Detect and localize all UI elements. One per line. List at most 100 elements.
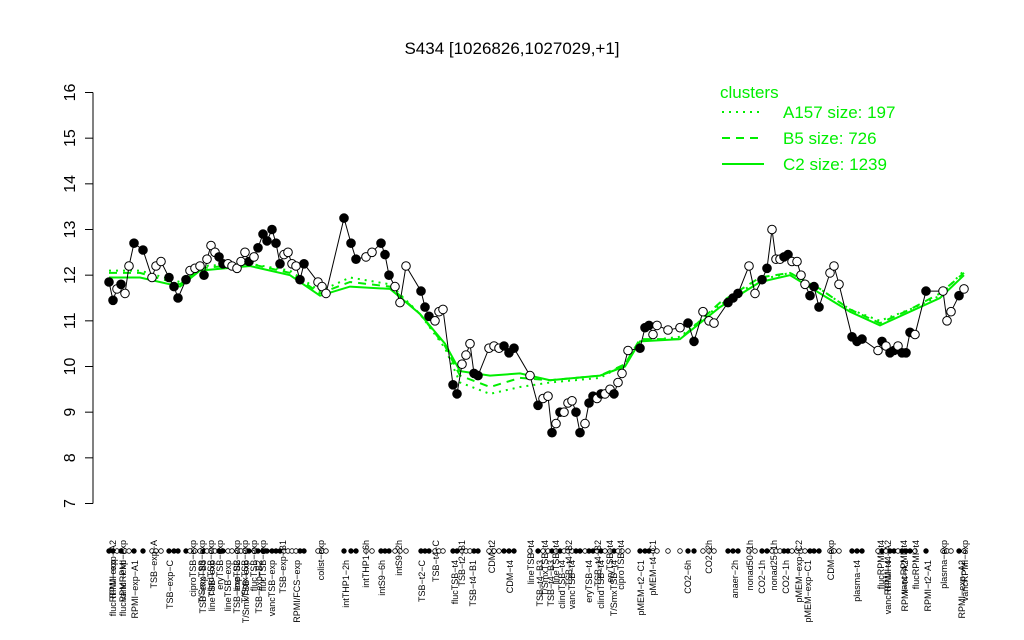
data-point bbox=[367, 247, 377, 258]
sample-label-bottom: TSB−exp−B2 bbox=[232, 560, 242, 614]
sample-label-top: CO2−2h bbox=[704, 540, 714, 574]
sample-label-top: lineTSB−exp bbox=[232, 540, 242, 591]
sample-label-top: TSB−t4−C bbox=[431, 540, 441, 583]
data-point bbox=[857, 334, 867, 344]
legend: clusters A157 size: 197 B5 size: 726 C2 si… bbox=[720, 83, 895, 174]
data-point bbox=[380, 249, 390, 260]
sample-label-top: RPMI−exp−A2 bbox=[108, 540, 118, 599]
rug-dot bbox=[625, 548, 631, 554]
sample-label-bottom: vancTSB−exp bbox=[267, 560, 277, 616]
data-point bbox=[959, 284, 969, 294]
legend-label: C2 size: 1239 bbox=[783, 155, 887, 174]
data-point bbox=[744, 261, 754, 271]
y-axis: 7 8 9 10 11 12 13 14 15 16 bbox=[62, 84, 94, 508]
data-point bbox=[809, 281, 819, 292]
data-point bbox=[351, 254, 361, 265]
data-point bbox=[438, 304, 448, 315]
rug-dot bbox=[397, 548, 403, 554]
rug-dot bbox=[166, 548, 172, 554]
cluster-line-solid bbox=[109, 264, 965, 382]
sample-label-bottom: TSB−t2−C bbox=[417, 560, 427, 603]
sample-label-bottom: clindTSB−t4 bbox=[596, 560, 606, 609]
sample-label-top: flucRPMI−t4 bbox=[876, 540, 886, 589]
rug-dot bbox=[831, 548, 837, 554]
rug-dot bbox=[849, 548, 855, 554]
sample-label-top: intS9−2h bbox=[394, 540, 404, 576]
rug-dot bbox=[501, 548, 507, 554]
data-point bbox=[249, 252, 259, 262]
data-point bbox=[873, 345, 883, 356]
data-point bbox=[253, 243, 263, 253]
data-point bbox=[954, 290, 964, 301]
sample-label-top: pMEM−t4−C1 bbox=[648, 540, 658, 596]
data-point bbox=[834, 279, 844, 290]
sample-label-top: vancRPMI−exp bbox=[118, 540, 128, 601]
sample-label-top: CDM−t2 bbox=[487, 540, 497, 573]
rug-dot bbox=[685, 548, 691, 554]
data-point bbox=[921, 286, 931, 296]
data-point bbox=[384, 270, 394, 281]
data-point bbox=[648, 329, 658, 340]
y-tick-label: 11 bbox=[62, 312, 79, 329]
rug-dot bbox=[665, 548, 671, 554]
y-tick-label: 10 bbox=[62, 358, 79, 376]
data-point bbox=[575, 427, 585, 438]
sample-label-bottom: CO2−1h bbox=[757, 560, 767, 594]
data-point bbox=[299, 259, 309, 269]
sample-label-top: ciproTSB−t4 bbox=[616, 540, 626, 590]
data-point bbox=[124, 261, 134, 271]
rug-dot bbox=[506, 548, 512, 554]
data-point bbox=[275, 259, 285, 269]
data-point bbox=[644, 320, 654, 331]
data-point bbox=[376, 238, 386, 248]
data-point bbox=[173, 293, 183, 303]
data-point bbox=[800, 279, 810, 290]
data-point bbox=[129, 238, 139, 248]
sample-label-bottom: flucRPMI−exp bbox=[108, 560, 118, 616]
sample-label-top: intTHP1−6h bbox=[361, 540, 371, 588]
sample-label-bottom: intS9−6h bbox=[377, 560, 387, 596]
data-point bbox=[767, 224, 777, 235]
data-point bbox=[617, 368, 627, 379]
sample-label-bottom: flucTSB−t4 bbox=[450, 560, 460, 604]
sample-label-bottom: clindTSB−t4 bbox=[557, 560, 567, 609]
rug-dot bbox=[923, 548, 929, 554]
sample-label-bottom: T/SmxTSB−t4 bbox=[609, 560, 619, 616]
data-point bbox=[321, 288, 331, 299]
data-point bbox=[757, 274, 767, 285]
sample-profile-line bbox=[108, 216, 965, 435]
rug-dot bbox=[341, 548, 347, 554]
data-point bbox=[147, 272, 157, 283]
data-point bbox=[571, 407, 581, 418]
sample-label-top: TSB−t4−B2 bbox=[593, 540, 603, 587]
data-point bbox=[533, 400, 543, 411]
data-point bbox=[698, 306, 708, 317]
rug-dot bbox=[752, 548, 758, 554]
y-tick-label: 7 bbox=[62, 499, 79, 508]
legend-label: B5 size: 726 bbox=[783, 129, 877, 148]
sample-label-top: flucTSB−exp bbox=[249, 540, 259, 591]
rug-dot bbox=[426, 548, 432, 554]
sample-label-bottom: TSB−t4−B3 bbox=[546, 560, 556, 607]
data-point bbox=[283, 247, 293, 258]
data-point bbox=[762, 263, 772, 274]
sample-label-bottom: pMEM−exp−C1 bbox=[803, 560, 813, 623]
data-point bbox=[236, 256, 246, 267]
data-point bbox=[938, 286, 948, 296]
data-point bbox=[559, 407, 569, 418]
data-point bbox=[750, 288, 760, 299]
sample-label-top: TSB−exp−B1 bbox=[278, 540, 288, 594]
data-point bbox=[509, 343, 519, 354]
data-point bbox=[652, 320, 662, 331]
sample-label-top: vancRPMI−t4 bbox=[899, 540, 909, 594]
data-point bbox=[199, 270, 209, 281]
data-point bbox=[609, 389, 619, 399]
data-point bbox=[457, 359, 467, 370]
sample-label-bottom: CDM−t4 bbox=[505, 560, 515, 593]
sample-label-top: ciproTSB−exp bbox=[188, 540, 198, 597]
data-point bbox=[635, 343, 645, 354]
sample-label-top: TSB−t4−B2 bbox=[564, 540, 574, 587]
rug-dot bbox=[677, 548, 683, 554]
data-points bbox=[104, 213, 969, 438]
sample-rug bbox=[106, 548, 967, 554]
